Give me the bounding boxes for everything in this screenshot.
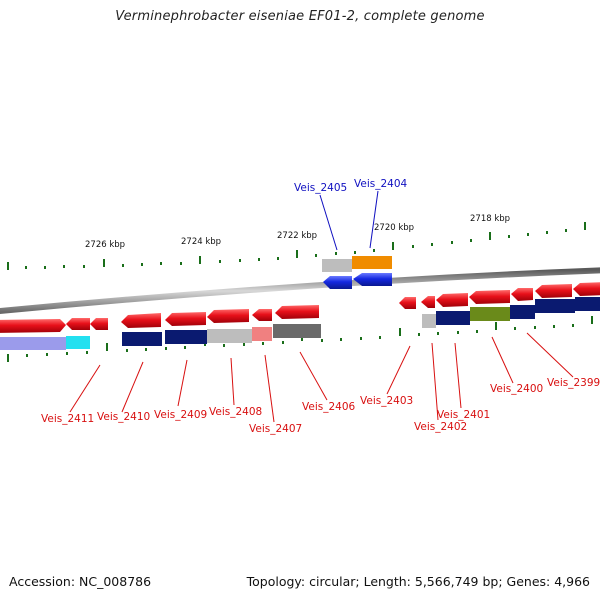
scale-label-2726: 2726 kbp [85, 240, 125, 250]
gene-veis-2400[interactable] [469, 290, 510, 304]
gene-veis-2409[interactable] [165, 312, 206, 326]
gene-label-veis-2405[interactable]: Veis_2405 [294, 182, 347, 194]
gene-veis-2399b[interactable] [573, 282, 600, 296]
bottom-strand-genes [0, 282, 600, 333]
scale-label-2720: 2720 kbp [374, 223, 414, 233]
bar-navy-6 [575, 297, 600, 311]
scale-label-2722: 2722 kbp [277, 231, 317, 241]
gene-label-veis-2400[interactable]: Veis_2400 [490, 383, 543, 395]
gene-label-veis-2401[interactable]: Veis_2401 [437, 409, 490, 421]
gene-label-veis-2407[interactable]: Veis_2407 [249, 423, 302, 435]
bar-gray-2 [422, 314, 436, 328]
scale-ticks-top [7, 222, 586, 270]
bar-navy-3 [436, 311, 470, 325]
gc-bar-top-orange [352, 256, 392, 269]
scale-label-2724: 2724 kbp [181, 237, 221, 247]
gene-label-veis-2409[interactable]: Veis_2409 [154, 409, 207, 421]
bar-olive [470, 307, 510, 321]
gene-label-veis-2411[interactable]: Veis_2411 [41, 413, 94, 425]
gene-label-veis-2410[interactable]: Veis_2410 [97, 411, 150, 423]
gene-label-veis-2402[interactable]: Veis_2402 [414, 421, 467, 433]
bar-navy-1 [122, 332, 162, 346]
scale-ticks-bottom [7, 316, 593, 362]
genome-backbone [0, 267, 600, 315]
gene-veis-2408[interactable] [207, 309, 249, 323]
gene-veis-2402[interactable] [421, 296, 435, 308]
gene-label-veis-2403[interactable]: Veis_2403 [360, 395, 413, 407]
bar-navy-2 [165, 330, 207, 344]
gene-veis-2405[interactable] [323, 276, 352, 289]
scale-label-2718: 2718 kbp [470, 214, 510, 224]
bar-darkgray [273, 324, 321, 338]
bar-cyan [66, 336, 90, 349]
gene-label-veis-2404[interactable]: Veis_2404 [354, 178, 408, 190]
feature-bars [0, 297, 600, 350]
gc-bar-top-gray [322, 259, 352, 272]
accession-text: Accession: NC_008786 [9, 574, 152, 589]
gene-veis-2411[interactable] [0, 319, 66, 333]
gene-veis-2399[interactable] [535, 284, 572, 298]
gene-veis-2411b[interactable] [66, 318, 90, 330]
gene-label-veis-2406[interactable]: Veis_2406 [302, 401, 356, 413]
bar-navy-4 [510, 305, 535, 319]
gene-veis-2403[interactable] [399, 297, 416, 309]
gene-veis-2407[interactable] [252, 309, 272, 321]
gene-veis-2404[interactable] [353, 273, 392, 286]
bar-navy-5 [535, 299, 575, 313]
bar-lavender [0, 337, 66, 350]
bar-gray-1 [207, 329, 252, 343]
gene-veis-2400b[interactable] [511, 288, 533, 301]
bar-pink [252, 327, 272, 341]
genome-summary-text: Topology: circular; Length: 5,566,749 bp… [246, 574, 590, 589]
gene-veis-2406[interactable] [275, 305, 319, 319]
gene-veis-2410[interactable] [121, 313, 161, 328]
gene-veis-2401[interactable] [436, 293, 468, 307]
gene-veis-2410-part[interactable] [90, 318, 108, 330]
genome-title: Verminephrobacter eiseniae EF01-2, compl… [115, 9, 485, 24]
gene-label-veis-2408[interactable]: Veis_2408 [209, 406, 262, 418]
top-strand-genes [322, 256, 392, 289]
gene-label-veis-2399[interactable]: Veis_2399 [547, 377, 600, 389]
leader-lines-top [319, 190, 379, 251]
leader-lines-bottom [69, 332, 574, 423]
